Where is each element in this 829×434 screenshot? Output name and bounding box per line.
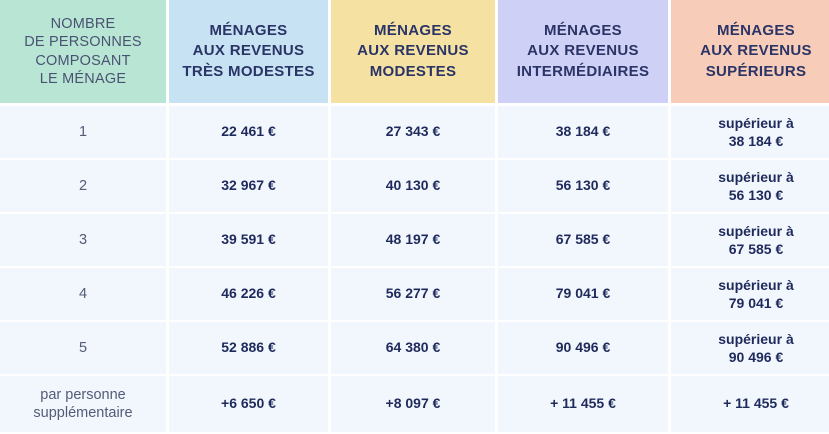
header-household-size-line: COMPOSANT xyxy=(35,52,131,69)
cell-superior-value: supérieur à 38 184 € xyxy=(671,106,829,160)
header-very-modest-line: MÉNAGES xyxy=(209,22,288,40)
cell-value-text: + 11 455 € xyxy=(550,395,616,412)
cell-value-text: 38 184 € xyxy=(555,123,611,140)
header-modest-income: MÉNAGES AUX REVENUS MODESTES xyxy=(331,0,495,106)
cell-modest-value: +8 097 € xyxy=(331,376,495,434)
cell-very-modest-value: +6 650 € xyxy=(169,376,328,434)
cell-modest-value: 27 343 € xyxy=(331,106,495,160)
cell-very-modest-value: 46 226 € xyxy=(169,268,328,322)
row-label-household-size: 1 xyxy=(0,106,166,160)
row-label-text: par personne xyxy=(40,386,126,403)
cell-value-text: 90 496 € xyxy=(555,339,611,356)
cell-value-text: 56 277 € xyxy=(385,285,441,302)
cell-superior-prefix: supérieur à xyxy=(718,114,794,131)
cell-intermediate-value: 56 130 € xyxy=(498,160,668,214)
cell-superior-amount: 79 041 € xyxy=(728,295,784,311)
row-label-text: 1 xyxy=(78,123,88,140)
cell-value-text: 79 041 € xyxy=(555,285,611,302)
header-intermediate-income: MÉNAGES AUX REVENUS INTERMÉDIAIRES xyxy=(498,0,668,106)
cell-modest-value: 64 380 € xyxy=(331,322,495,376)
cell-value-text: 39 591 € xyxy=(221,231,276,248)
cell-superior-value: + 11 455 € xyxy=(671,376,829,434)
cell-very-modest-value: 32 967 € xyxy=(169,160,328,214)
header-very-modest-line: AUX REVENUS xyxy=(192,42,305,60)
cell-intermediate-value: 38 184 € xyxy=(498,106,668,160)
cell-superior-prefix: supérieur à xyxy=(718,222,794,239)
cell-value-text: +8 097 € xyxy=(385,395,441,412)
cell-superior-amount: 56 130 € xyxy=(728,187,784,203)
cell-superior-amount: 90 496 € xyxy=(728,349,784,365)
header-modest-line: MÉNAGES xyxy=(374,22,452,40)
header-intermediate-line: MÉNAGES xyxy=(544,22,622,40)
header-intermediate-line: AUX REVENUS xyxy=(527,42,639,60)
cell-intermediate-value: 79 041 € xyxy=(498,268,668,322)
header-household-size-line: NOMBRE xyxy=(50,16,116,33)
header-superior-line: SUPÉRIEURS xyxy=(705,62,807,80)
cell-very-modest-value: 22 461 € xyxy=(169,106,328,160)
header-household-size-line: LE MÉNAGE xyxy=(39,70,127,87)
header-modest-line: MODESTES xyxy=(369,62,457,80)
cell-value-text: 40 130 € xyxy=(385,177,441,194)
cell-value-text: 64 380 € xyxy=(385,339,441,356)
cell-intermediate-value: + 11 455 € xyxy=(498,376,668,434)
cell-superior-prefix: supérieur à xyxy=(718,168,794,185)
cell-value-text: +6 650 € xyxy=(221,395,276,412)
cell-value-text: 27 343 € xyxy=(385,123,441,140)
cell-modest-value: 40 130 € xyxy=(331,160,495,214)
header-household-size-line: DE PERSONNES xyxy=(24,34,142,51)
cell-intermediate-value: 67 585 € xyxy=(498,214,668,268)
row-label-text: 4 xyxy=(78,285,88,302)
cell-very-modest-value: 39 591 € xyxy=(169,214,328,268)
header-intermediate-line: INTERMÉDIAIRES xyxy=(516,62,650,80)
row-label-text: 3 xyxy=(78,231,88,248)
cell-superior-amount: + 11 455 € xyxy=(723,395,789,412)
row-label-text: supplémentaire xyxy=(33,405,133,421)
cell-superior-amount: 67 585 € xyxy=(728,241,784,257)
header-superior-line: MÉNAGES xyxy=(717,22,795,40)
cell-superior-value: supérieur à 79 041 € xyxy=(671,268,829,322)
cell-value-text: 67 585 € xyxy=(555,231,611,248)
header-superior-line: AUX REVENUS xyxy=(700,42,812,60)
cell-modest-value: 48 197 € xyxy=(331,214,495,268)
cell-superior-value: supérieur à 90 496 € xyxy=(671,322,829,376)
cell-very-modest-value: 52 886 € xyxy=(169,322,328,376)
row-label-household-size: 3 xyxy=(0,214,166,268)
header-very-modest-line: TRÈS MODESTES xyxy=(182,62,315,80)
header-modest-line: AUX REVENUS xyxy=(357,42,469,60)
header-superior-income: MÉNAGES AUX REVENUS SUPÉRIEURS xyxy=(671,0,829,106)
cell-value-text: 32 967 € xyxy=(221,177,276,194)
cell-superior-amount: 38 184 € xyxy=(728,133,784,149)
cell-superior-prefix: supérieur à xyxy=(718,276,794,293)
cell-value-text: 56 130 € xyxy=(555,177,611,194)
row-label-additional-person: par personne supplémentaire xyxy=(0,376,166,434)
cell-superior-value: supérieur à 56 130 € xyxy=(671,160,829,214)
header-household-size: NOMBRE DE PERSONNES COMPOSANT LE MÉNAGE xyxy=(0,0,166,106)
cell-value-text: 22 461 € xyxy=(221,123,276,140)
header-very-modest-income: MÉNAGES AUX REVENUS TRÈS MODESTES xyxy=(169,0,328,106)
row-label-household-size: 2 xyxy=(0,160,166,214)
cell-value-text: 46 226 € xyxy=(221,285,276,302)
row-label-household-size: 5 xyxy=(0,322,166,376)
cell-superior-prefix: supérieur à xyxy=(718,330,794,347)
cell-value-text: 48 197 € xyxy=(385,231,441,248)
row-label-text: 2 xyxy=(78,177,88,194)
cell-value-text: 52 886 € xyxy=(221,339,276,356)
row-label-text: 5 xyxy=(78,339,88,356)
cell-modest-value: 56 277 € xyxy=(331,268,495,322)
cell-superior-value: supérieur à 67 585 € xyxy=(671,214,829,268)
row-label-household-size: 4 xyxy=(0,268,166,322)
cell-intermediate-value: 90 496 € xyxy=(498,322,668,376)
